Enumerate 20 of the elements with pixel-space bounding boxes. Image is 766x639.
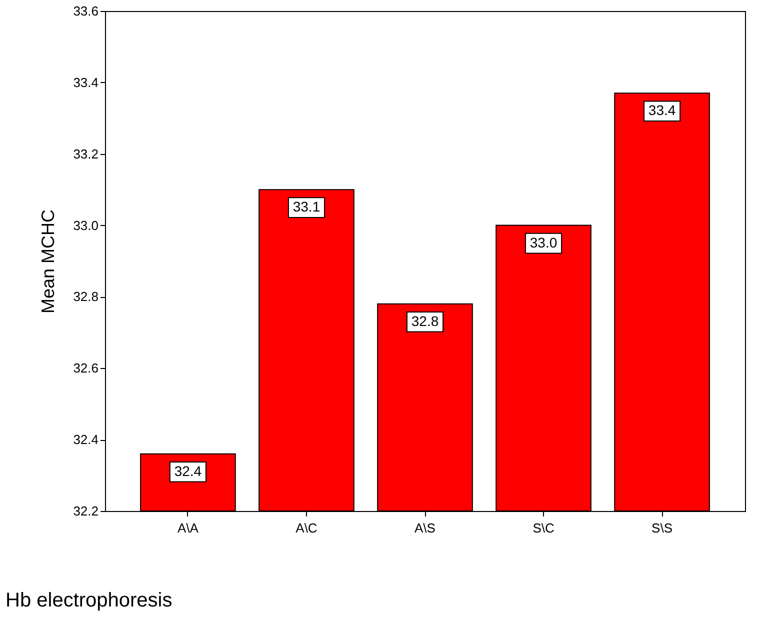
y-tick-label: 33.0 (73, 218, 98, 233)
y-axis-title: Mean MCHC (38, 209, 58, 314)
data-label: 33.0 (530, 234, 558, 250)
data-label: 33.4 (648, 102, 676, 118)
x-tick-label: A\S (414, 520, 436, 536)
x-tick-label: S\S (652, 520, 673, 536)
x-tick-label: S\C (532, 520, 554, 536)
y-tick-label: 33.4 (73, 74, 98, 90)
y-tick-label: 33.6 (73, 4, 98, 18)
data-label: 32.4 (174, 462, 202, 479)
x-axis-title: Hb electrophoresis (6, 590, 172, 612)
y-tick-label: 32.4 (73, 432, 98, 448)
y-tick-label: 32.8 (73, 289, 98, 304)
x-tick-label: A\C (296, 520, 318, 536)
data-label: 32.8 (411, 312, 439, 329)
y-tick-label: 32.2 (73, 504, 98, 518)
y-tick-label: 33.2 (73, 146, 98, 162)
x-tick-label: A\A (177, 520, 199, 536)
y-tick-label: 32.6 (73, 360, 98, 376)
data-label: 33.1 (292, 198, 320, 215)
